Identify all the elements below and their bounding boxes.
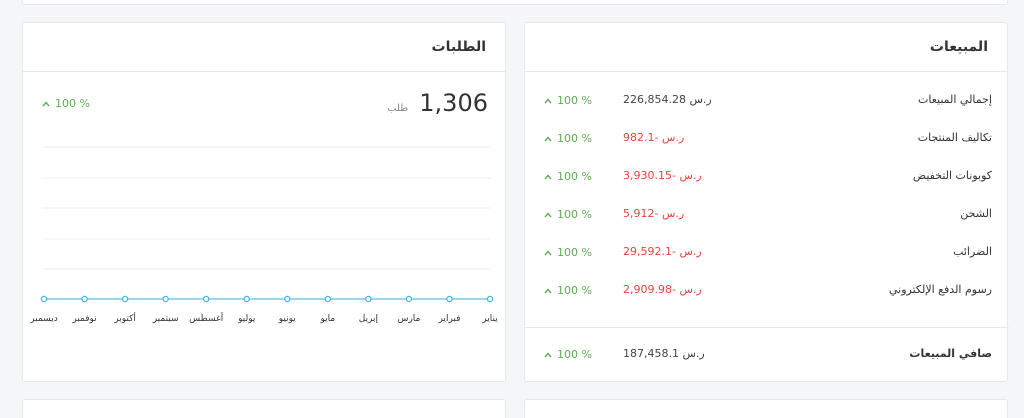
sales-row-change: 100 %	[544, 94, 592, 107]
sales-row-change-value: 100 %	[557, 170, 592, 183]
sales-row-value: 226,854.28 ر.س	[623, 93, 712, 106]
data-point[interactable]	[243, 295, 250, 303]
orders-title: الطلبات	[431, 39, 486, 55]
x-tick-label: فبراير	[437, 314, 460, 324]
sales-row: إجمالي المبيعات 226,854.28 ر.س 100 %	[525, 90, 1009, 110]
data-point[interactable]	[81, 295, 88, 303]
sales-row-currency: ر.س	[661, 207, 685, 220]
chevron-up-icon	[544, 249, 552, 255]
sales-row-label: تكاليف المنتجات	[917, 131, 992, 144]
data-point[interactable]	[40, 295, 48, 303]
data-point[interactable]	[284, 295, 291, 303]
sales-row-currency: ر.س	[679, 169, 702, 182]
sales-row-value: 3,930.15- ر.س	[623, 169, 702, 182]
orders-card: الطلبات 1,306 طلب 100 % يناير فبراير مارس إ…	[22, 22, 506, 382]
sales-row-amount: 982.1-	[623, 131, 659, 144]
sales-row-change-value: 100 %	[557, 208, 592, 221]
orders-chart: يناير فبراير مارس إبريل مايو يونيو يوليو أغسطس س…	[29, 146, 498, 324]
chevron-up-icon	[544, 173, 552, 179]
bottom-right-card	[524, 399, 1008, 418]
chevron-up-icon	[42, 100, 50, 106]
sales-row-currency: ر.س	[679, 283, 702, 296]
net-sales-amount: 187,458.1	[623, 347, 679, 360]
sales-row-label: إجمالي المبيعات	[917, 93, 992, 106]
sales-row-currency: ر.س	[689, 93, 712, 106]
net-sales-change-value: 100 %	[557, 348, 592, 361]
x-tick-label: يوليو	[237, 314, 256, 324]
sales-row-change-value: 100 %	[557, 132, 592, 145]
sales-row-change: 100 %	[544, 132, 592, 145]
net-sales-currency: ر.س	[682, 347, 705, 360]
chevron-up-icon	[544, 287, 552, 293]
sales-row-label: الضرائب	[953, 245, 992, 258]
sales-title: المبيعات	[929, 39, 988, 55]
sales-row-value: 2,909.98- ر.س	[623, 283, 702, 296]
divider	[525, 327, 1009, 328]
sales-row-label: كوبونات التخفيض	[912, 169, 992, 182]
x-tick-label: ديسمبر	[29, 314, 57, 324]
sales-row-amount: 5,912-	[623, 207, 659, 220]
orders-change-value: 100 %	[55, 97, 90, 110]
sales-row: الضرائب 29,592.1- ر.س 100 %	[525, 242, 1009, 262]
sales-row-change: 100 %	[544, 284, 592, 297]
orders-card-header: الطلبات	[23, 23, 505, 72]
orders-total-unit: طلب	[387, 103, 409, 114]
sales-card-header: المبيعات	[525, 23, 1007, 72]
sales-row: رسوم الدفع الإلكتروني 2,909.98- ر.س 100 %	[525, 280, 1009, 300]
sales-row-amount: 3,930.15-	[623, 169, 676, 182]
x-tick-label: سبتمبر	[152, 314, 179, 324]
x-tick-label: إبريل	[359, 314, 378, 324]
chevron-up-icon	[544, 97, 552, 103]
sales-row-value: 5,912- ر.س	[623, 207, 684, 220]
sales-row-change-value: 100 %	[557, 94, 592, 107]
sales-row-amount: 226,854.28	[623, 93, 686, 106]
sales-row-label: رسوم الدفع الإلكتروني	[889, 283, 992, 296]
chevron-up-icon	[544, 211, 552, 217]
orders-total-number: 1,306	[419, 89, 488, 117]
sales-row-amount: 29,592.1-	[623, 245, 676, 258]
orders-change: 100 %	[42, 97, 90, 110]
chevron-up-icon	[544, 135, 552, 141]
sales-row-currency: ر.س	[661, 131, 685, 144]
sales-row: كوبونات التخفيض 3,930.15- ر.س 100 %	[525, 166, 1009, 186]
x-tick-label: أغسطس	[189, 312, 223, 324]
top-card	[22, 0, 1008, 5]
sales-row-change: 100 %	[544, 246, 592, 259]
data-point[interactable]	[202, 295, 210, 303]
sales-row-value: 29,592.1- ر.س	[623, 245, 702, 258]
sales-row-change-value: 100 %	[557, 246, 592, 259]
x-tick-label: يناير	[481, 314, 498, 324]
chevron-up-icon	[544, 351, 552, 357]
x-tick-label: مايو	[319, 314, 335, 324]
bottom-left-card	[22, 399, 506, 418]
net-sales-label: صافي المبيعات	[909, 347, 992, 360]
net-sales-change: 100 %	[544, 348, 592, 361]
data-point[interactable]	[486, 295, 494, 303]
data-point[interactable]	[324, 295, 332, 303]
data-point[interactable]	[162, 295, 169, 303]
orders-total: 1,306 طلب	[387, 89, 488, 117]
net-sales-value: 187,458.1 ر.س	[623, 347, 705, 360]
sales-row: تكاليف المنتجات 982.1- ر.س 100 %	[525, 128, 1009, 148]
sales-row-amount: 2,909.98-	[623, 283, 676, 296]
data-point[interactable]	[446, 295, 453, 303]
data-point[interactable]	[121, 295, 129, 303]
x-tick-label: مارس	[397, 314, 420, 324]
sales-row-label: الشحن	[960, 207, 992, 220]
x-tick-label: نوفمبر	[71, 314, 96, 324]
net-sales-row: صافي المبيعات 187,458.1 ر.س 100 %	[525, 344, 1009, 364]
sales-row-change: 100 %	[544, 208, 592, 221]
sales-row-value: 982.1- ر.س	[623, 131, 684, 144]
data-point[interactable]	[405, 295, 413, 303]
sales-row-change-value: 100 %	[557, 284, 592, 297]
x-tick-label: أكتوبر	[113, 312, 136, 324]
sales-row-currency: ر.س	[679, 245, 702, 258]
sales-card: المبيعات إجمالي المبيعات 226,854.28 ر.س 10…	[524, 22, 1009, 382]
data-point[interactable]	[365, 295, 372, 303]
x-tick-label: يونيو	[278, 314, 297, 324]
sales-row: الشحن 5,912- ر.س 100 %	[525, 204, 1009, 224]
sales-row-change: 100 %	[544, 170, 592, 183]
